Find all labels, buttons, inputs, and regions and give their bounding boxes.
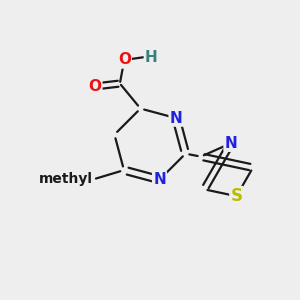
Text: O: O <box>118 52 131 68</box>
Text: N: N <box>170 111 182 126</box>
Text: N: N <box>153 172 166 187</box>
Text: O: O <box>88 79 101 94</box>
Text: N: N <box>224 136 237 151</box>
Text: H: H <box>145 50 158 64</box>
Text: S: S <box>230 187 242 205</box>
Text: methyl: methyl <box>39 172 93 186</box>
